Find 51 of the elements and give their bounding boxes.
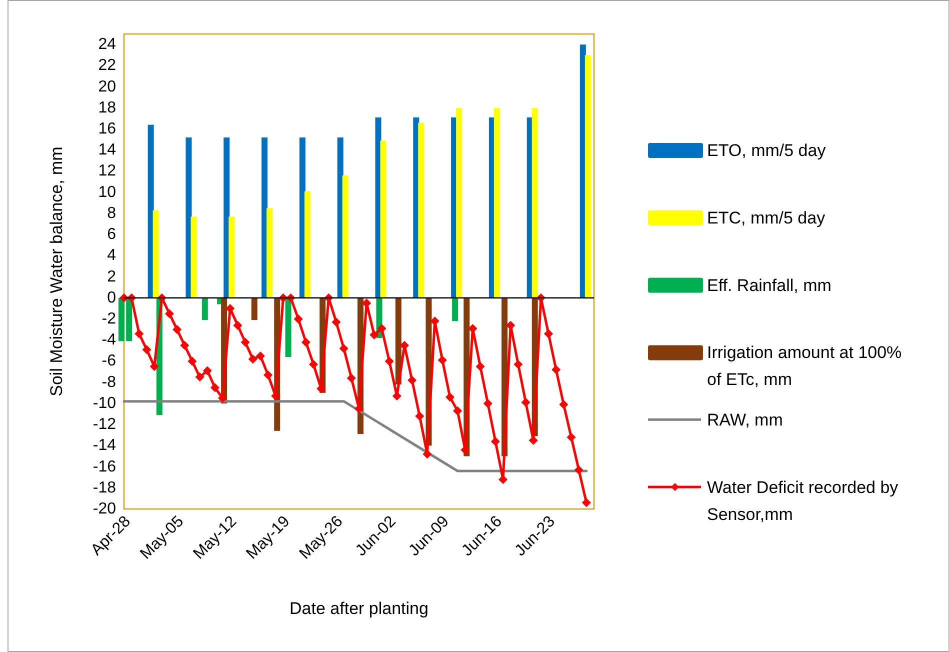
bar	[584, 55, 591, 298]
legend-label: Irrigation amount at 100% of ETc, mm	[707, 343, 902, 390]
bar	[494, 108, 500, 298]
y-tick-label: 20	[98, 78, 116, 96]
y-tick-label: 24	[98, 36, 116, 54]
y-tick-label: 16	[98, 120, 116, 138]
y-tick-label: 2	[107, 268, 116, 286]
y-tick-label: 10	[98, 184, 116, 201]
y-tick-label: 12	[98, 162, 116, 180]
y-tick-label: 0	[107, 289, 116, 306]
y-tick-label: 18	[98, 99, 116, 116]
bar	[224, 137, 230, 298]
y-axis-title: Soil Moisture Water balance, mm	[47, 146, 66, 396]
legend-label: Water Deficit recorded by Sensor,mm	[707, 478, 899, 524]
legend-label: ETO, mm/5 day	[707, 141, 826, 160]
bar	[456, 108, 462, 298]
y-tick-label: -12	[92, 416, 116, 434]
bar	[202, 298, 208, 320]
y-tick-label: 22	[98, 57, 116, 74]
bar	[342, 175, 348, 298]
bar	[532, 108, 538, 298]
y-tick-label: -18	[92, 479, 116, 496]
bar	[152, 210, 159, 298]
x-axis-title: Date after planting	[290, 599, 428, 618]
bar	[262, 137, 268, 298]
y-tick-label: -2	[102, 310, 116, 328]
bar	[148, 124, 154, 298]
bar	[304, 191, 310, 298]
y-tick-label: -10	[92, 394, 116, 412]
legend-label: Eff. Rainfall, mm	[707, 276, 832, 295]
bar	[380, 140, 386, 298]
y-tick-label: -4	[102, 332, 116, 349]
bar	[190, 216, 197, 298]
y-tick-label: 8	[107, 204, 116, 222]
bar	[228, 216, 235, 298]
y-tick-label: -14	[92, 437, 116, 454]
y-tick-label: -8	[102, 374, 116, 391]
bar	[452, 298, 458, 322]
bar	[266, 208, 273, 298]
y-tick-label: -16	[92, 458, 116, 476]
bar	[251, 298, 258, 320]
bar	[418, 122, 424, 298]
y-tick-label: -6	[102, 352, 116, 370]
y-tick-label: 6	[107, 226, 116, 244]
y-tick-label: 14	[98, 142, 116, 159]
bar	[395, 298, 402, 384]
legend-label: RAW, mm	[707, 410, 783, 430]
bar	[186, 137, 192, 298]
y-tick-label: -20	[92, 500, 116, 518]
y-tick-label: 4	[107, 247, 116, 264]
legend-label: ETC, mm/5 day	[707, 208, 826, 228]
